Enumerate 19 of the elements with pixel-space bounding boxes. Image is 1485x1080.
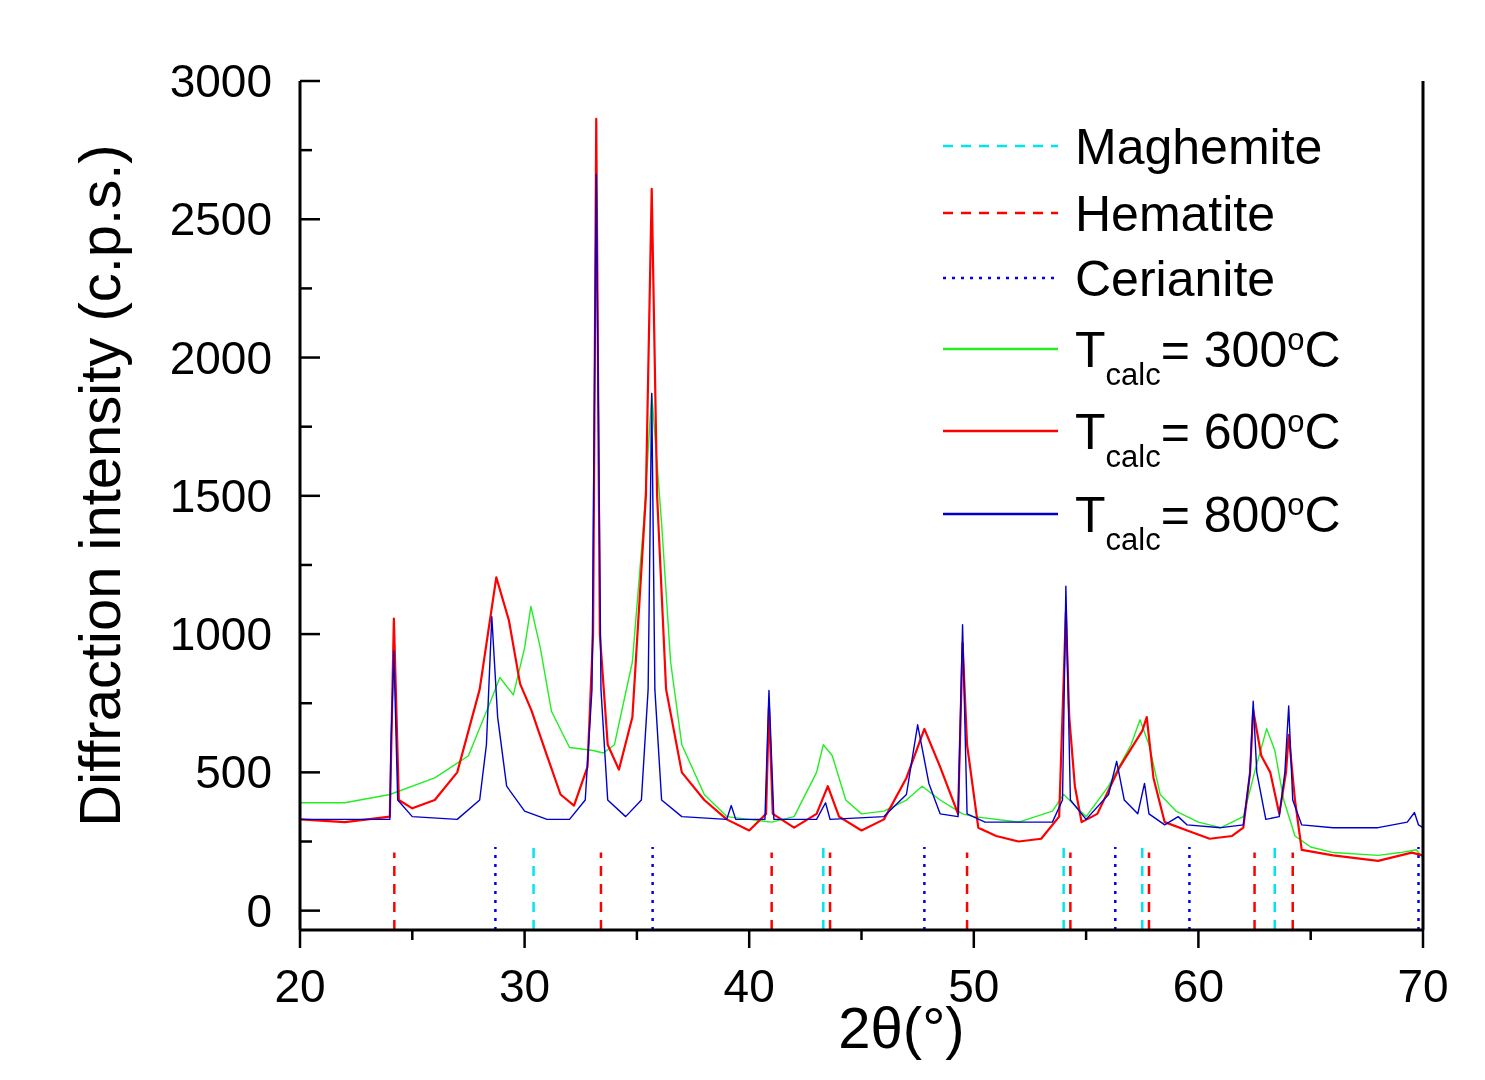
- legend-label: Hematite: [1075, 185, 1276, 242]
- x-tick-label: 60: [1172, 960, 1224, 1012]
- x-tick-label: 20: [274, 960, 326, 1012]
- x-tick-label: 70: [1397, 960, 1449, 1012]
- y-tick-label: 1000: [169, 608, 272, 661]
- legend-label: Maghemite: [1075, 118, 1323, 175]
- x-tick-label: 30: [499, 960, 551, 1012]
- legend-label: T$_{calc}$= 600$^{o}$C: [1075, 403, 1341, 473]
- y-tick-label: 500: [195, 746, 272, 799]
- y-tick-label: 2000: [169, 331, 272, 384]
- y-axis-title: Diffraction intensity (c.p.s.): [67, 144, 132, 827]
- x-tick-label: 40: [723, 960, 775, 1012]
- legend-label: T$_{calc}$= 800$^{o}$C: [1075, 486, 1341, 556]
- y-tick-label: 2500: [169, 193, 272, 246]
- y-tick-label: 0: [246, 884, 272, 937]
- y-tick-label: 1500: [169, 469, 272, 522]
- y-tick-label: 3000: [169, 55, 272, 108]
- legend-label: Cerianite: [1075, 250, 1276, 307]
- legend-label: T$_{calc}$= 300$^{o}$C: [1075, 321, 1341, 391]
